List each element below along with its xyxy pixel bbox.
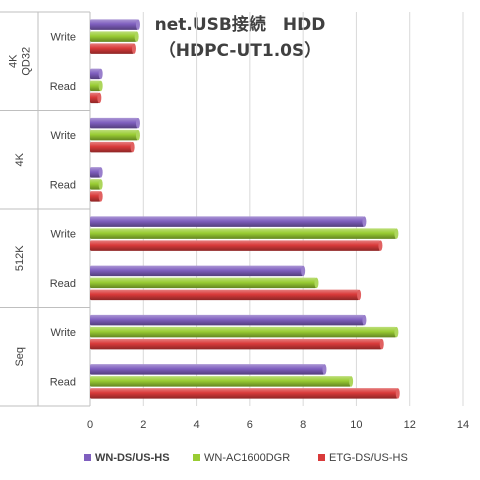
bar-end-cap (135, 129, 140, 141)
category-label: Read (50, 376, 76, 388)
bar (90, 277, 317, 289)
category-label: Read (50, 179, 76, 191)
bar (90, 129, 138, 141)
bar (90, 240, 381, 251)
group-label: Seq (14, 347, 26, 367)
legend-marker (84, 454, 91, 461)
bar-end-cap (394, 326, 399, 338)
bar (90, 191, 101, 202)
category-label: Write (51, 229, 76, 241)
x-tick-label: 4 (194, 419, 200, 431)
bar (90, 228, 397, 239)
bar (90, 31, 137, 42)
bar (90, 19, 138, 30)
bar-end-cap (349, 376, 354, 387)
group-label: 4K (14, 152, 26, 166)
bar-end-cap (301, 265, 306, 277)
legend-marker (318, 454, 325, 461)
bar-end-cap (357, 289, 362, 301)
x-tick-label: 12 (404, 419, 416, 431)
bar-end-cap (97, 92, 102, 104)
x-tick-label: 2 (140, 419, 146, 431)
bar (90, 92, 100, 104)
bar (90, 338, 382, 350)
bar-end-cap (134, 31, 139, 42)
group-label: 512K (14, 245, 26, 271)
category-label: Write (51, 130, 76, 142)
bar (90, 216, 365, 227)
bar (90, 117, 138, 129)
bar-end-cap (135, 117, 140, 129)
x-tick-label: 8 (300, 419, 306, 431)
bar-end-cap (394, 228, 399, 239)
bar (90, 326, 397, 338)
bar-end-cap (98, 68, 103, 80)
category-label: Read (50, 81, 76, 93)
x-tick-label: 0 (87, 419, 93, 431)
bar (90, 364, 325, 375)
legend-label: WN-AC1600DGR (204, 452, 290, 464)
bar (90, 314, 365, 326)
bar-end-cap (131, 43, 136, 54)
bar (90, 141, 133, 153)
bar-end-cap (98, 167, 103, 178)
bar (90, 265, 304, 277)
bar-end-cap (314, 277, 319, 289)
x-tick-label: 14 (457, 419, 469, 431)
bar-end-cap (98, 191, 103, 202)
category-label: Read (50, 278, 76, 290)
bar (90, 80, 101, 92)
legend-marker (193, 454, 200, 461)
x-tick-label: 10 (350, 419, 362, 431)
bar-end-cap (135, 19, 140, 30)
bar-end-cap (378, 240, 383, 251)
bar (90, 167, 101, 178)
bar (90, 289, 360, 301)
legend-label: WN-DS/US-HS (95, 452, 170, 464)
group-label: 4KQD32 (8, 47, 33, 76)
bar-end-cap (130, 141, 135, 153)
chart-subtitle: （HDPC-UT1.0S） (159, 40, 321, 61)
category-label: Write (51, 327, 76, 339)
chart-title: net.USB接続 HDD (155, 14, 326, 35)
bar-end-cap (379, 338, 384, 350)
legend-label: ETG-DS/US-HS (329, 452, 408, 464)
category-label: Write (51, 32, 76, 44)
bar (90, 179, 101, 190)
x-tick-label: 6 (247, 419, 253, 431)
bar (90, 388, 398, 399)
bar-end-cap (322, 364, 327, 375)
bar-end-cap (395, 388, 400, 399)
bar (90, 68, 101, 80)
bar-end-cap (362, 314, 367, 326)
bar-end-cap (98, 179, 103, 190)
bar (90, 376, 352, 387)
bar (90, 43, 134, 54)
bar-end-cap (362, 216, 367, 227)
bar-end-cap (98, 80, 103, 92)
